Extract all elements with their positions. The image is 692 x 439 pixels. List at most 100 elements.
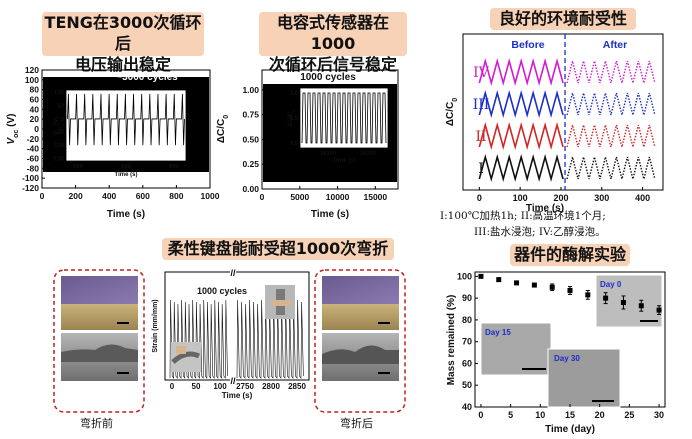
cap-x-label: Time (s) — [311, 209, 349, 220]
bend-plot-frame — [164, 271, 310, 381]
y-tick-label: 80 — [462, 315, 472, 325]
y-tick-label: -60 — [27, 154, 40, 164]
x-tick-label: 10 — [535, 410, 545, 420]
bend-x-tick-label: 0 — [170, 382, 175, 391]
x-tick-label: 800 — [169, 191, 183, 201]
inset-x-tick-label: 988 — [121, 164, 132, 170]
teng-inset-y-label: Voc (V) — [54, 117, 62, 135]
after-scale-bar-top — [378, 322, 390, 324]
y-tick-label: 0.25 — [242, 159, 259, 169]
y-tick-label: -40 — [27, 144, 40, 154]
cap-inset-frame — [299, 87, 389, 149]
inset-y-tick-label: -50 — [55, 130, 64, 136]
bend-x-tick-label: 2750 — [236, 382, 254, 391]
y-tick-label: -20 — [27, 134, 40, 144]
bend-x-tick-label: 2850 — [288, 382, 306, 391]
cap-title-line1: 电容式传感器在1000 — [276, 13, 389, 53]
x-tick-label: 5000 — [290, 192, 309, 202]
bend-x-tick-label: 2800 — [262, 382, 280, 391]
env-series-after — [566, 60, 656, 84]
inset-y-tick-label: 1.0 — [290, 91, 299, 97]
env-series-after — [566, 156, 656, 180]
bend-x-label: Time (s) — [222, 391, 253, 400]
env-series-after — [566, 92, 656, 116]
teng-x-label: Time (s) — [107, 209, 145, 220]
after-label: 弯折后 — [340, 417, 373, 430]
enzyme-sem-day30-image — [547, 348, 621, 408]
after-sem-layer — [322, 345, 399, 364]
before-sem-layer — [61, 344, 138, 362]
y-tick-label: 20 — [30, 114, 40, 124]
enzyme-y-label: Mass remained (%) — [446, 295, 457, 386]
x-tick-label: 200 — [553, 193, 568, 203]
x-tick-label: 600 — [136, 191, 150, 201]
bend-finger-photo-1 — [265, 285, 295, 319]
inset-y-tick-label: 0.0 — [290, 141, 299, 147]
enzyme-data-point — [656, 307, 662, 313]
bend-x-tick-label: 50 — [192, 382, 201, 391]
y-tick-label: 90 — [462, 293, 472, 303]
enzyme-sem-day15-label: Day 15 — [485, 328, 511, 337]
y-tick-label: -100 — [22, 173, 39, 183]
y-tick-label: 80 — [30, 85, 40, 95]
y-tick-label: 0.75 — [242, 110, 259, 120]
env-series-label: I — [478, 161, 484, 177]
enzyme-data-point — [478, 273, 484, 279]
bend-finger-photo-2-device — [171, 351, 201, 364]
bend-y-label: Strain (mm/mm) — [152, 299, 159, 352]
enzyme-data-point — [638, 303, 644, 309]
inset-y-tick-label: -150 — [52, 156, 65, 162]
y-tick-label: 40 — [30, 104, 40, 114]
teng-title-line1: TENG在3000次循环后 — [44, 13, 202, 53]
teng-x-ticks: 0 200 400 600 800 1000 — [40, 185, 220, 201]
before-scale-bar-top — [117, 322, 129, 324]
enzyme-y-ticks: 40 50 60 70 80 90 100 — [457, 271, 478, 412]
env-series-before — [478, 89, 564, 119]
y-tick-label: -120 — [22, 183, 39, 193]
enzyme-sem-day0: Day 0 — [595, 274, 663, 328]
env-series-label: II — [475, 129, 486, 145]
env-x-ticks: 0 100 200 300 400 — [477, 187, 650, 203]
x-tick-label: 1000 — [201, 191, 220, 201]
inset-y-tick-label: 0 — [61, 117, 65, 123]
before-label: 弯折前 — [80, 417, 113, 430]
y-tick-label: 70 — [462, 337, 472, 347]
x-tick-label: 0 — [477, 193, 482, 203]
y-tick-label: 0.50 — [242, 134, 259, 144]
bend-title: 柔性键盘能耐受超1000次弯折 — [162, 238, 394, 260]
enzyme-sem-day15: Day 15 — [480, 322, 552, 376]
cap-x-ticks: 0 5000 10000 15000 — [260, 186, 387, 202]
before-fabric-image — [61, 276, 138, 304]
after-board-image — [322, 304, 399, 330]
enzyme-sem-day0-scale-bar — [640, 320, 658, 322]
x-tick-label: 0 — [260, 192, 265, 202]
enzyme-data-point — [585, 292, 591, 298]
enzyme-data-point — [531, 282, 537, 288]
cap-plot-frame — [261, 69, 399, 190]
enzyme-sem-day30-scale-bar — [592, 400, 614, 402]
x-tick-label: 200 — [69, 191, 83, 201]
before-scale-bar-bottom — [117, 372, 129, 374]
env-caption-line2: III:盐水浸泡; IV:乙醇浸泡。 — [474, 226, 606, 238]
y-tick-label: 100 — [25, 75, 39, 85]
x-tick-label: 15 — [565, 410, 575, 420]
env-plot-frame — [462, 33, 664, 191]
cap-inset-y-label: ΔC/C0 — [288, 109, 296, 127]
enzyme-data-point — [603, 295, 609, 301]
cap-inset-series — [301, 92, 387, 144]
env-series-before — [478, 57, 564, 87]
teng-inset: -150 -100 -50 0 50 100 986 988 990 Time (s) Voc … — [52, 89, 187, 178]
x-tick-label: 10000 — [326, 192, 350, 202]
y-tick-label: 40 — [462, 402, 472, 412]
enzyme-data-point — [496, 277, 502, 283]
teng-inset-ticks: -150 -100 -50 0 50 100 986 988 990 — [52, 91, 180, 170]
enzyme-points — [478, 273, 662, 315]
cap-chart: 1000 cycles 0.00 0.25 0.50 0.75 1.00 0 5000 10… — [216, 69, 399, 220]
env-series-label: III — [473, 97, 490, 113]
inset-x-tick-label: 18100 — [320, 151, 337, 157]
bend-break-mark-bottom: // — [230, 376, 236, 386]
bend-break-mark-top: // — [230, 268, 236, 278]
enzyme-sem-day30: Day 30 — [547, 348, 621, 408]
